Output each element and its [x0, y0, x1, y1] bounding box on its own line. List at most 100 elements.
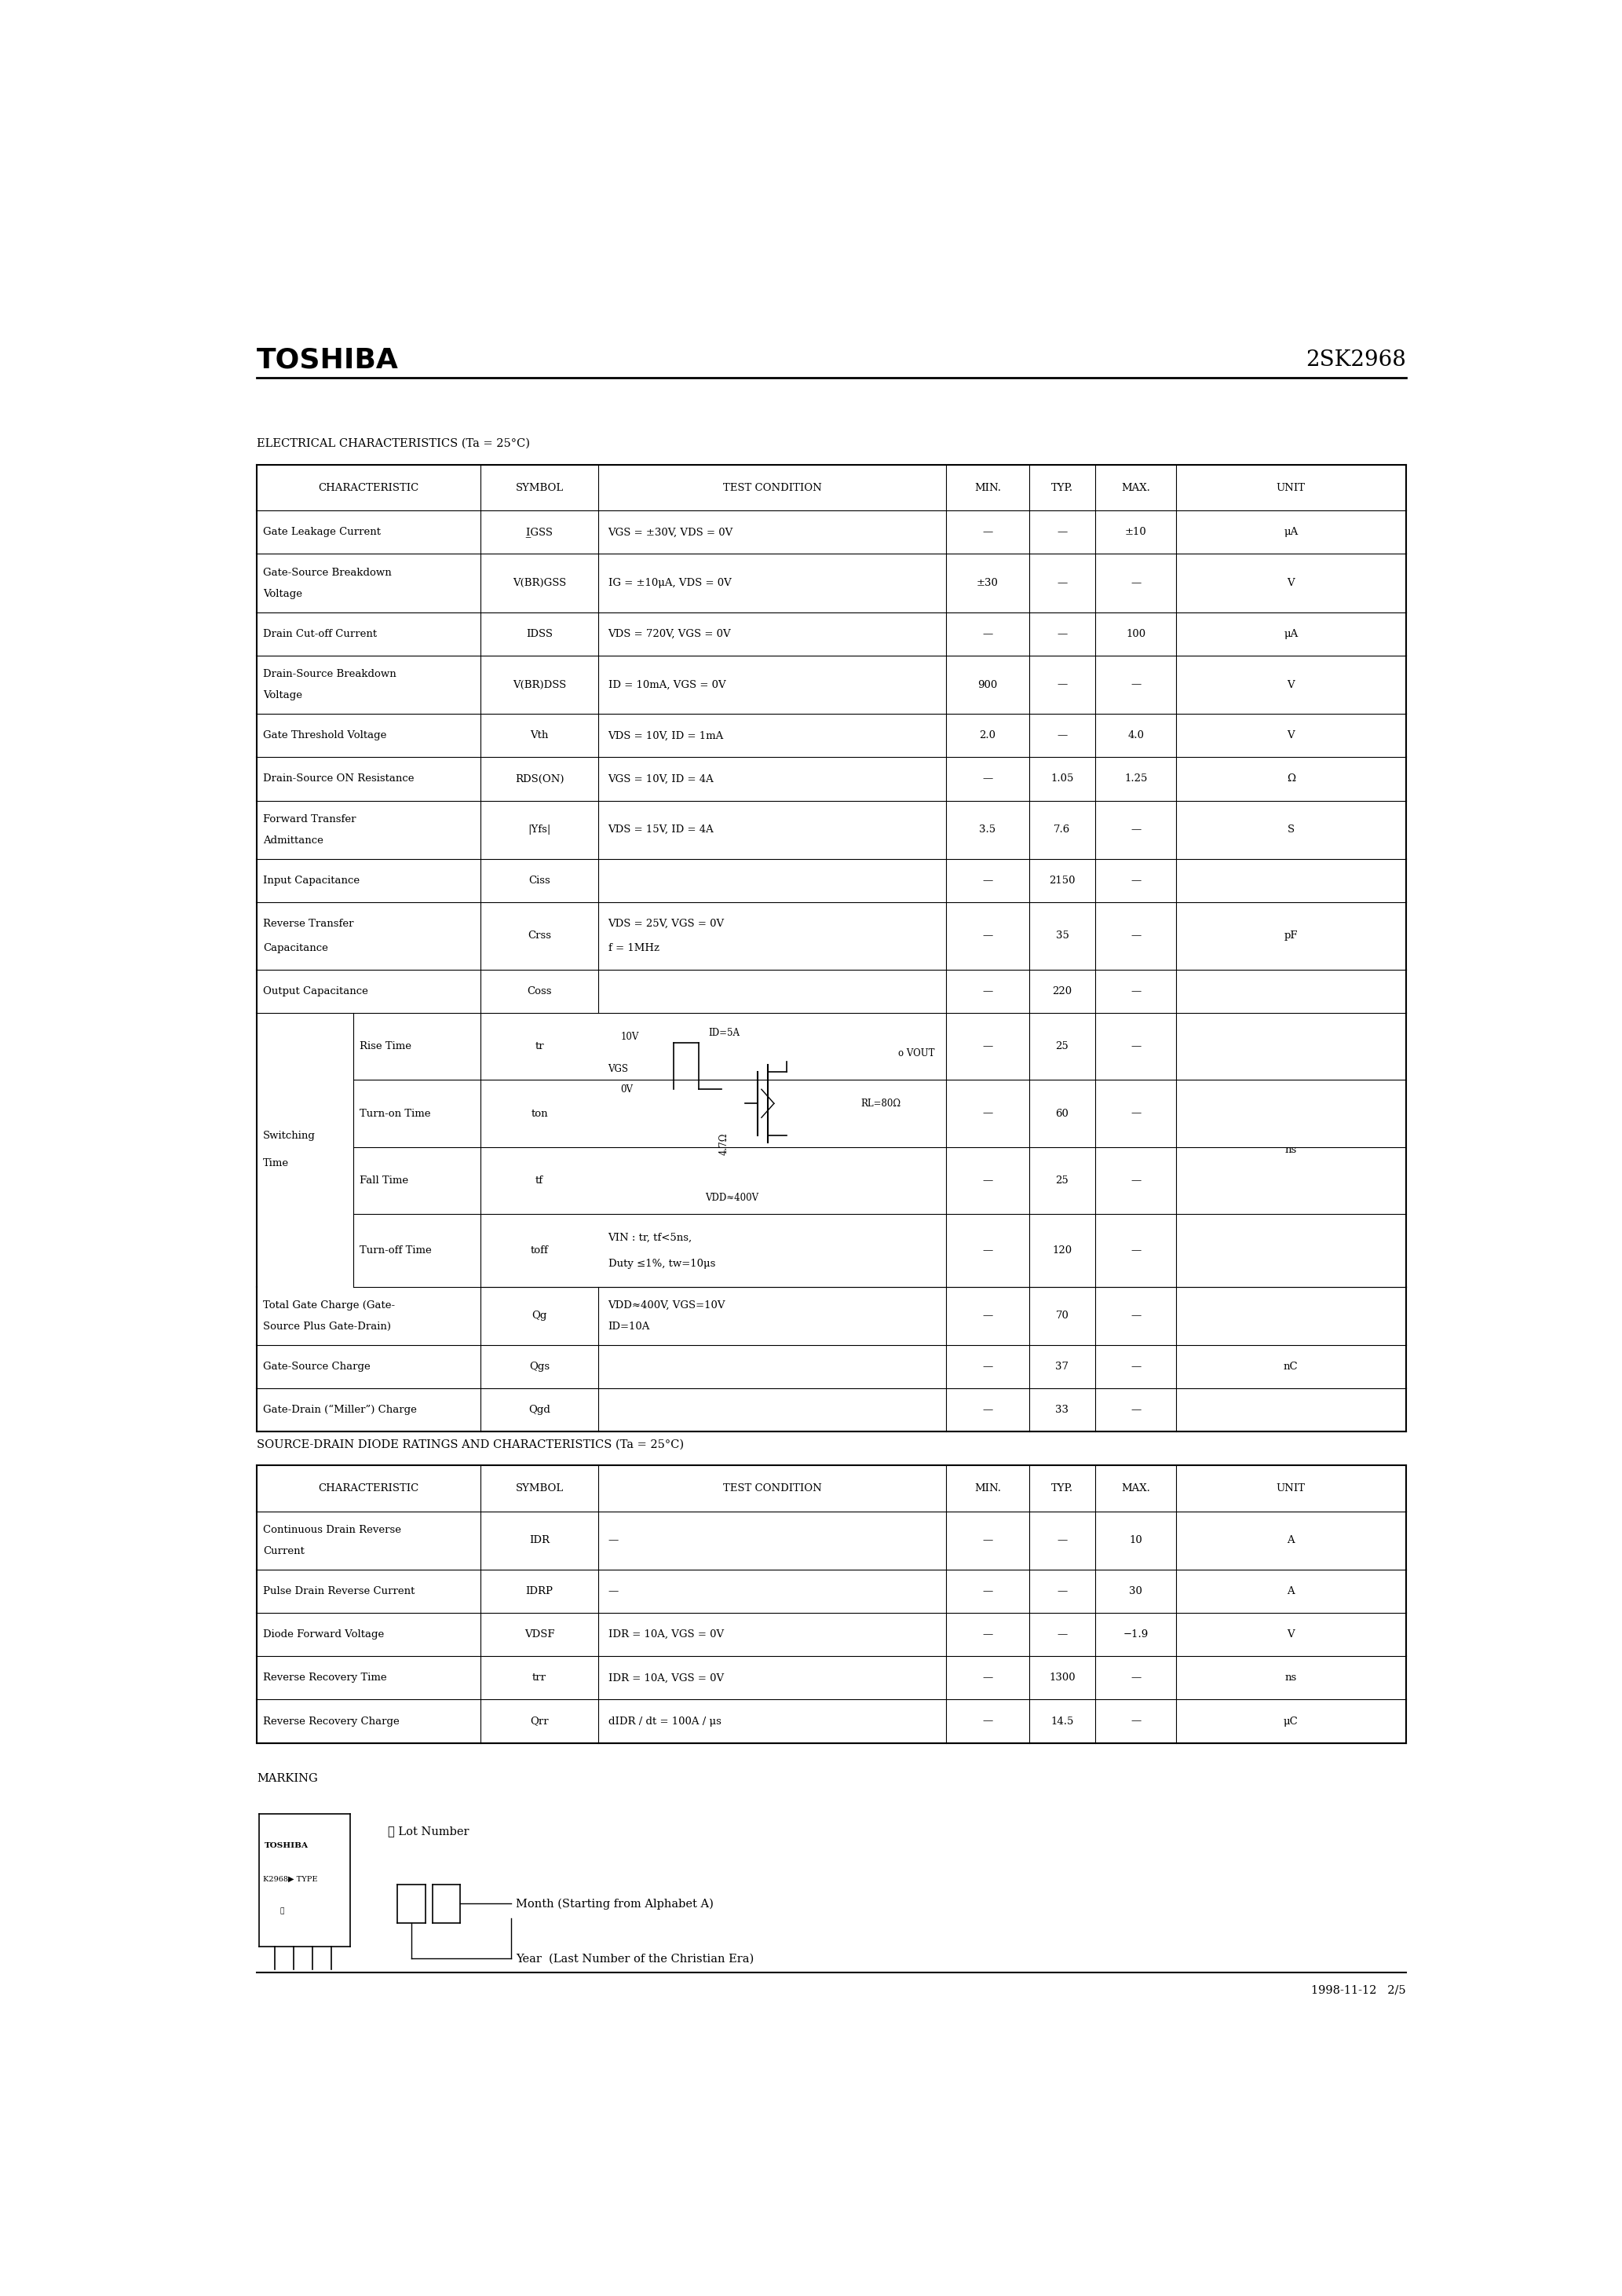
Text: —: —	[1131, 1715, 1140, 1727]
Text: K2968▶ TYPE: K2968▶ TYPE	[263, 1876, 318, 1883]
Text: Qrr: Qrr	[530, 1715, 548, 1727]
Text: —: —	[608, 1587, 618, 1596]
Text: —: —	[1131, 1362, 1140, 1373]
Text: Rise Time: Rise Time	[360, 1040, 412, 1052]
Text: Output Capacitance: Output Capacitance	[263, 985, 368, 996]
Text: V: V	[1288, 730, 1294, 742]
Text: Drain Cut-off Current: Drain Cut-off Current	[263, 629, 376, 638]
Text: —: —	[983, 1040, 993, 1052]
Text: Voltage: Voltage	[263, 691, 302, 700]
Text: tf: tf	[535, 1176, 543, 1185]
Text: —: —	[1058, 1630, 1067, 1639]
Text: Turn-on Time: Turn-on Time	[360, 1109, 430, 1118]
Text: —: —	[1131, 1405, 1140, 1414]
Text: V: V	[1288, 579, 1294, 588]
Text: —: —	[983, 1587, 993, 1596]
Text: CHARACTERISTIC: CHARACTERISTIC	[318, 482, 418, 494]
Text: f = 1MHz: f = 1MHz	[608, 944, 659, 953]
Text: —: —	[1131, 985, 1140, 996]
Text: V(BR)DSS: V(BR)DSS	[513, 680, 566, 689]
Text: ID = 10mA, VGS = 0V: ID = 10mA, VGS = 0V	[608, 680, 725, 689]
Text: Continuous Drain Reverse: Continuous Drain Reverse	[263, 1525, 401, 1536]
Text: Month (Starting from Alphabet A): Month (Starting from Alphabet A)	[516, 1899, 714, 1910]
Text: Gate-Drain (“Miller”) Charge: Gate-Drain (“Miller”) Charge	[263, 1405, 417, 1414]
Text: —: —	[1131, 680, 1140, 689]
Text: UNIT: UNIT	[1277, 482, 1306, 494]
Text: V: V	[1288, 1630, 1294, 1639]
Text: Source Plus Gate-Drain): Source Plus Gate-Drain)	[263, 1320, 391, 1332]
Text: Total Gate Charge (Gate-: Total Gate Charge (Gate-	[263, 1300, 396, 1311]
Text: 3.5: 3.5	[980, 824, 996, 836]
Text: MAX.: MAX.	[1121, 482, 1150, 494]
Text: S: S	[1288, 824, 1294, 836]
Text: ID=10A: ID=10A	[608, 1320, 650, 1332]
Text: —: —	[983, 1311, 993, 1320]
Text: Drain-Source Breakdown: Drain-Source Breakdown	[263, 668, 396, 680]
Text: 120: 120	[1053, 1244, 1072, 1256]
Text: VGS = ±30V, VDS = 0V: VGS = ±30V, VDS = 0V	[608, 528, 733, 537]
Text: 220: 220	[1053, 985, 1072, 996]
Text: ELECTRICAL CHARACTERISTICS (Ta = 25°C): ELECTRICAL CHARACTERISTICS (Ta = 25°C)	[256, 439, 530, 450]
Text: ns: ns	[1285, 1146, 1298, 1155]
Text: Time: Time	[263, 1159, 289, 1169]
Text: —: —	[983, 875, 993, 886]
Text: o VOUT: o VOUT	[899, 1047, 934, 1058]
Text: —: —	[983, 1244, 993, 1256]
Text: CHARACTERISTIC: CHARACTERISTIC	[318, 1483, 418, 1492]
Text: Admittance: Admittance	[263, 836, 323, 845]
Text: −1.9: −1.9	[1122, 1630, 1148, 1639]
Text: 4.7Ω: 4.7Ω	[719, 1132, 728, 1155]
Text: IG = ±10μA, VDS = 0V: IG = ±10μA, VDS = 0V	[608, 579, 732, 588]
Text: —: —	[1131, 1674, 1140, 1683]
Text: —: —	[983, 774, 993, 783]
Text: 35: 35	[1056, 930, 1069, 941]
Text: —: —	[1131, 1176, 1140, 1185]
Text: —: —	[1058, 680, 1067, 689]
Text: VDSF: VDSF	[524, 1630, 555, 1639]
Text: nC: nC	[1283, 1362, 1298, 1373]
Text: VDS = 720V, VGS = 0V: VDS = 720V, VGS = 0V	[608, 629, 732, 638]
Text: |Yfs|: |Yfs|	[527, 824, 551, 836]
Text: 14.5: 14.5	[1051, 1715, 1074, 1727]
Text: Qg: Qg	[532, 1311, 547, 1320]
Text: —: —	[608, 1536, 618, 1545]
Text: Gate-Source Breakdown: Gate-Source Breakdown	[263, 567, 391, 579]
Text: RDS(ON): RDS(ON)	[514, 774, 564, 783]
Text: ※ Lot Number: ※ Lot Number	[388, 1825, 469, 1837]
Text: A: A	[1288, 1587, 1294, 1596]
Text: —: —	[1131, 875, 1140, 886]
Text: V(BR)GSS: V(BR)GSS	[513, 579, 566, 588]
Text: Diode Forward Voltage: Diode Forward Voltage	[263, 1630, 384, 1639]
Text: —: —	[983, 1109, 993, 1118]
Text: —: —	[1058, 1536, 1067, 1545]
Text: TOSHIBA: TOSHIBA	[256, 347, 399, 374]
Text: VDS = 10V, ID = 1mA: VDS = 10V, ID = 1mA	[608, 730, 723, 742]
Text: Drain-Source ON Resistance: Drain-Source ON Resistance	[263, 774, 414, 783]
Text: μA: μA	[1283, 528, 1298, 537]
Text: —: —	[983, 1176, 993, 1185]
Text: 60: 60	[1056, 1109, 1069, 1118]
Text: SYMBOL: SYMBOL	[516, 482, 563, 494]
Text: —: —	[1131, 1244, 1140, 1256]
Text: ton: ton	[530, 1109, 548, 1118]
Text: IDRP: IDRP	[526, 1587, 553, 1596]
Text: Qgs: Qgs	[529, 1362, 550, 1373]
Text: VDS = 15V, ID = 4A: VDS = 15V, ID = 4A	[608, 824, 714, 836]
Text: RL=80Ω: RL=80Ω	[861, 1097, 900, 1109]
Text: IDSS: IDSS	[526, 629, 553, 638]
Text: —: —	[983, 1536, 993, 1545]
Text: toff: toff	[530, 1244, 548, 1256]
Text: Ω: Ω	[1286, 774, 1296, 783]
Text: Reverse Recovery Time: Reverse Recovery Time	[263, 1674, 386, 1683]
Text: VDD≈400V, VGS=10V: VDD≈400V, VGS=10V	[608, 1300, 725, 1311]
Text: —: —	[983, 1715, 993, 1727]
Text: tr: tr	[535, 1040, 543, 1052]
Text: 2150: 2150	[1049, 875, 1075, 886]
Text: —: —	[1131, 930, 1140, 941]
Text: VGS = 10V, ID = 4A: VGS = 10V, ID = 4A	[608, 774, 714, 783]
Text: 10V: 10V	[621, 1031, 639, 1042]
Text: Reverse Recovery Charge: Reverse Recovery Charge	[263, 1715, 399, 1727]
Text: MIN.: MIN.	[975, 1483, 1001, 1492]
Text: 25: 25	[1056, 1176, 1069, 1185]
Text: ±30: ±30	[976, 579, 999, 588]
